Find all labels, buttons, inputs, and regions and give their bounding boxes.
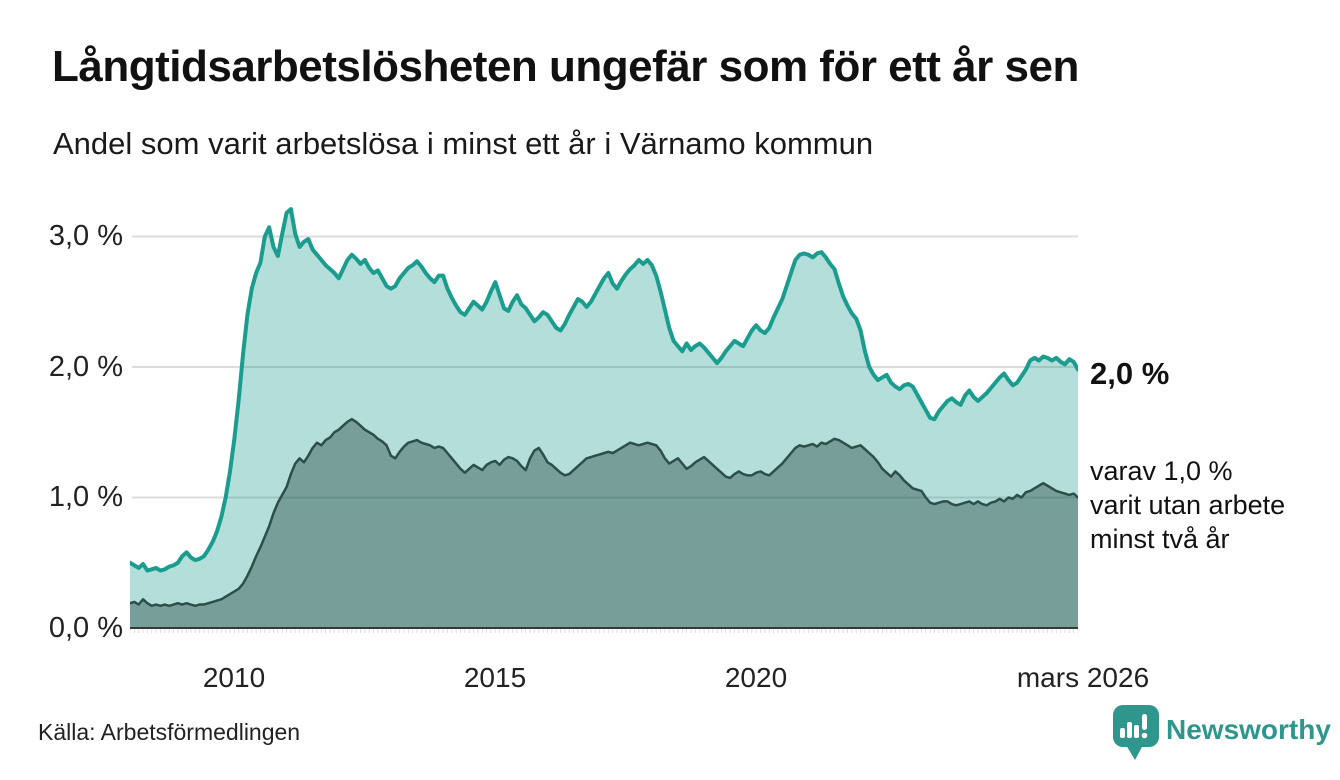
x-axis-label-2020: 2020 [724,662,788,693]
area-chart-plot [130,207,1078,633]
annotation-line-1: varav 1,0 % [1090,456,1233,486]
newsworthy-logo-icon [1113,705,1159,760]
annotation-line-3: minst två år [1090,524,1230,554]
x-axis-label-2015: 2015 [463,662,527,693]
newsworthy-logo-text: Newsworthy [1166,714,1331,745]
annotation-line-2: varit utan arbete [1090,490,1286,520]
x-axis-label-2010: 2010 [202,662,266,693]
series2-annotation: varav 1,0 % varit utan arbete minst två … [1090,454,1285,556]
y-axis-label-2: 2,0 % [48,351,123,383]
x-axis-label-mars-2026: mars 2026 [1016,662,1150,693]
series-1-area [130,209,1078,628]
y-axis-label-3: 3,0 % [48,220,123,252]
page-title: Långtidsarbetslösheten ungefär som för e… [52,42,1079,91]
source-credit: Källa: Arbetsförmedlingen [38,719,301,745]
y-axis-label-1: 1,0 % [48,481,123,513]
series-2-area [130,419,1078,628]
series-1-line [130,207,1078,573]
series-end-value-label: 2,0 % [1090,356,1170,391]
page-subtitle: Andel som varit arbetslösa i minst ett å… [53,126,874,161]
y-axis-label-0: 0,0 % [48,612,123,644]
series-2-line [130,417,1078,608]
